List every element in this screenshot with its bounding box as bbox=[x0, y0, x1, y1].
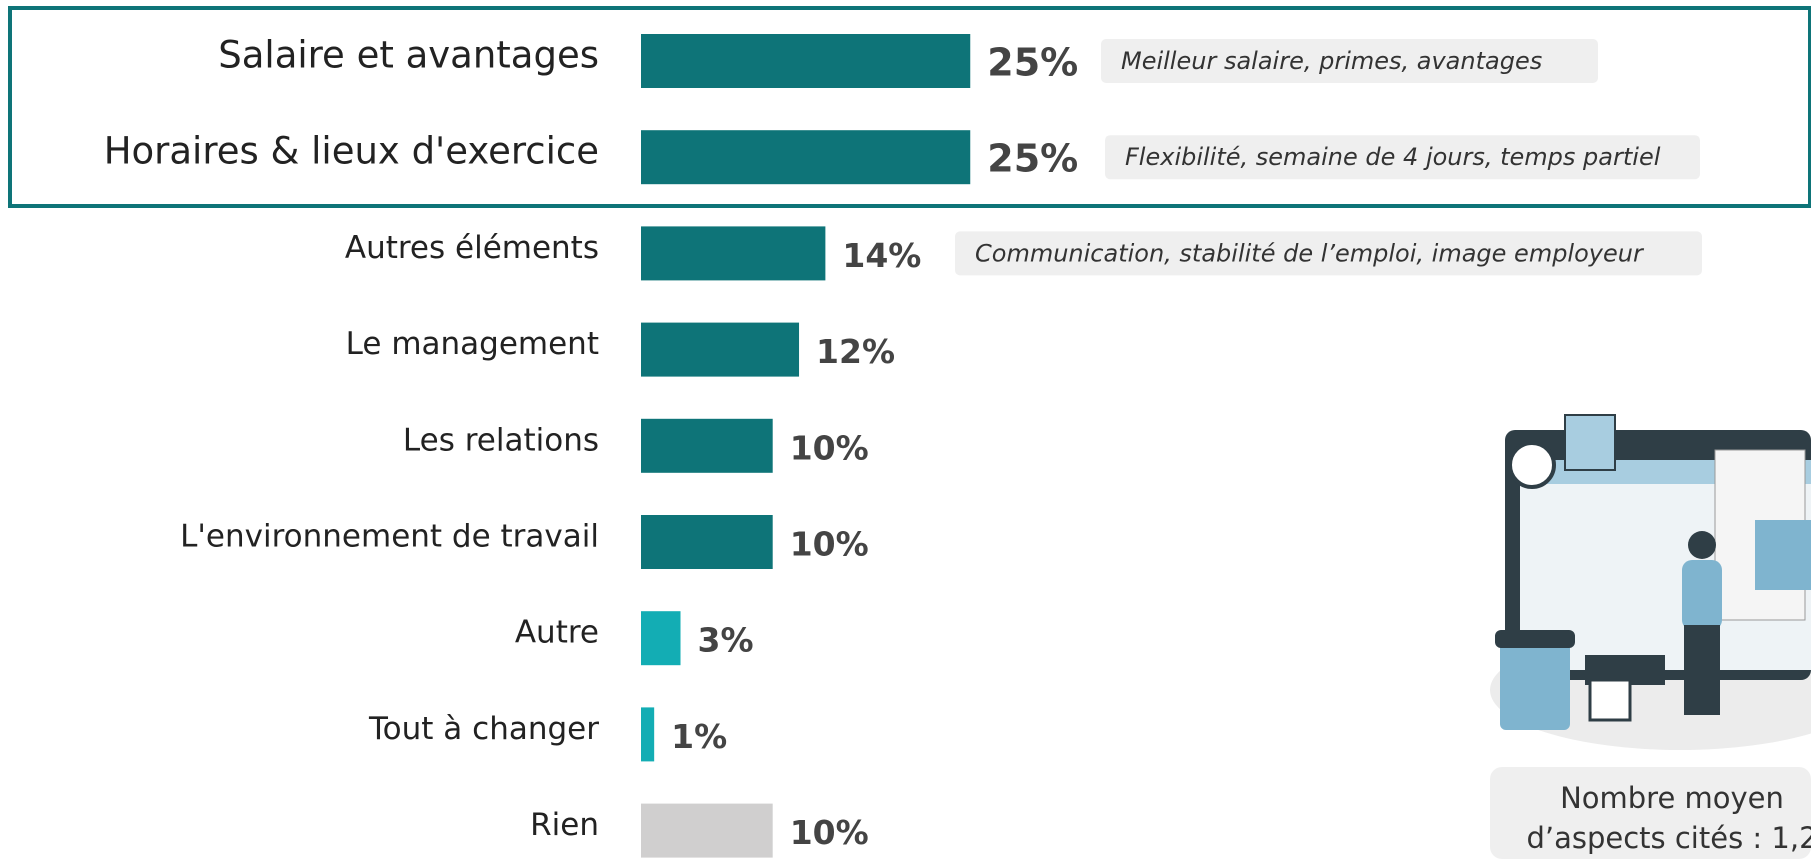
bar bbox=[641, 130, 971, 185]
category-label: L'environnement de travail bbox=[180, 519, 599, 555]
value-label: 12% bbox=[816, 332, 895, 371]
value-label: 25% bbox=[987, 137, 1078, 181]
value-label: 14% bbox=[842, 236, 921, 275]
illustration bbox=[1490, 414, 1811, 750]
value-label: 10% bbox=[790, 525, 869, 564]
bar bbox=[641, 322, 800, 377]
value-label: 10% bbox=[790, 813, 869, 852]
value-label: 3% bbox=[698, 621, 754, 660]
category-label: Le management bbox=[346, 326, 599, 362]
category-label: Horaires & lieux d'exercice bbox=[104, 130, 599, 173]
category-label: Autre bbox=[515, 615, 599, 651]
value-label: 1% bbox=[671, 717, 727, 756]
annotation: Flexibilité, semaine de 4 jours, temps p… bbox=[1125, 143, 1661, 171]
bar bbox=[641, 418, 773, 473]
value-label: 25% bbox=[987, 41, 1078, 85]
bar bbox=[641, 803, 773, 858]
bar bbox=[641, 515, 773, 569]
annotation-box bbox=[1105, 135, 1700, 180]
annotation: Meilleur salaire, primes, avantages bbox=[1121, 47, 1542, 75]
value-label: 10% bbox=[790, 428, 869, 467]
bar bbox=[641, 226, 826, 281]
category-label: Salaire et avantages bbox=[218, 34, 599, 77]
note-line: Nombre moyen bbox=[1560, 781, 1784, 815]
category-label: Autres éléments bbox=[345, 230, 599, 266]
category-label: Tout à changer bbox=[368, 711, 599, 747]
bar bbox=[641, 34, 971, 88]
category-label: Rien bbox=[530, 807, 599, 843]
annotation-box bbox=[955, 231, 1702, 276]
annotation-box bbox=[1101, 39, 1598, 83]
note-line: d’aspects cités : 1,2 bbox=[1526, 821, 1811, 855]
category-label: Les relations bbox=[403, 422, 599, 458]
bar bbox=[641, 611, 681, 666]
highlight-frame bbox=[8, 6, 1811, 208]
bar bbox=[641, 707, 655, 762]
note-box bbox=[1490, 767, 1811, 859]
annotation: Communication, stabilité de l’emploi, im… bbox=[975, 239, 1645, 267]
